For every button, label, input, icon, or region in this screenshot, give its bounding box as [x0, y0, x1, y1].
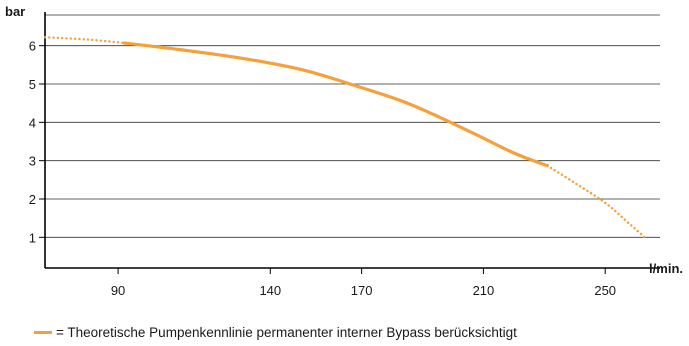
y-tick-label: 6 [29, 39, 36, 54]
axes [39, 12, 660, 274]
y-axis-label: bar [5, 4, 25, 19]
x-tick-label: 140 [259, 283, 281, 298]
x-axis-label: l/min. [649, 261, 683, 276]
series-lines [43, 36, 646, 239]
series-line-dotted [43, 36, 126, 45]
series-line-solid [122, 41, 549, 168]
grid [45, 14, 660, 238]
legend-swatch [34, 330, 52, 334]
legend-text: = Theoretische Pumpenkennlinie permanent… [56, 324, 517, 340]
x-tick-label: 210 [473, 283, 495, 298]
y-tick-label: 3 [29, 154, 36, 169]
x-tick-label: 90 [111, 283, 125, 298]
y-tick-label: 4 [29, 115, 36, 130]
y-tick-label: 1 [29, 230, 36, 245]
series-line-dotted [546, 164, 646, 239]
pump-curve-chart: 1 2 3 4 5 6 90 140 170 210 250 bar l/min. [5, 4, 683, 298]
x-tick-label: 170 [351, 283, 373, 298]
y-tick-label: 5 [29, 77, 36, 92]
tick-labels: 1 2 3 4 5 6 90 140 170 210 250 [29, 39, 616, 298]
x-tick-label: 250 [594, 283, 616, 298]
y-tick-label: 2 [29, 192, 36, 207]
legend: = Theoretische Pumpenkennlinie permanent… [34, 324, 517, 340]
